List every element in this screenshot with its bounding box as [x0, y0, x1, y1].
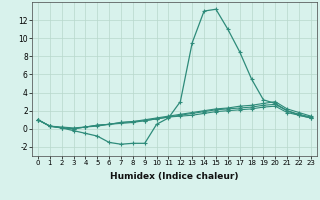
X-axis label: Humidex (Indice chaleur): Humidex (Indice chaleur)	[110, 172, 239, 181]
